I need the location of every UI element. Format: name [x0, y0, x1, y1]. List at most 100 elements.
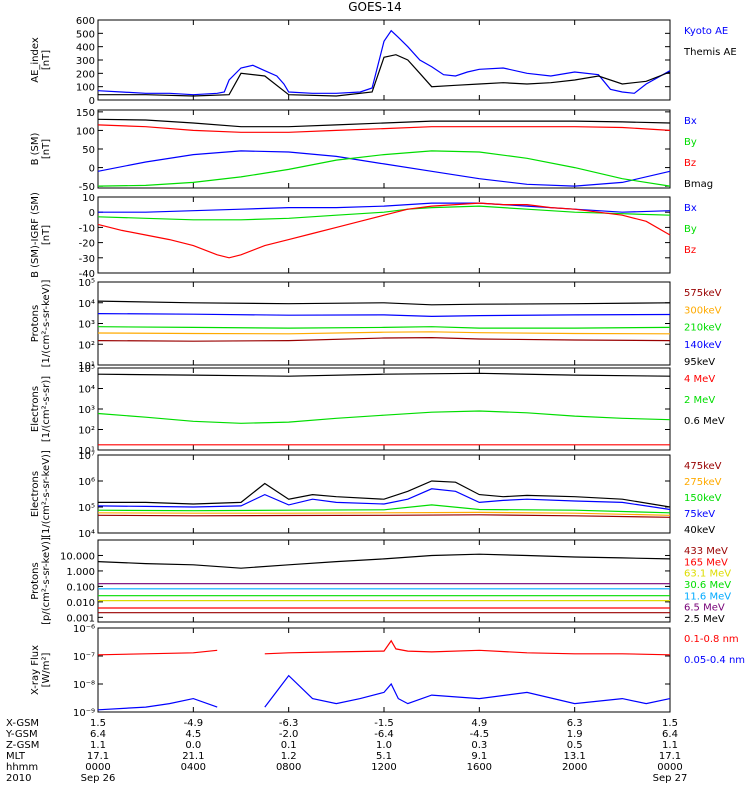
y-axis-label: AE_index: [30, 37, 41, 83]
axis-row-value: 6.4: [662, 729, 678, 740]
series-line-by: [97, 150, 671, 187]
series-line-bmag: [97, 118, 671, 128]
legend-entry: 575keV: [684, 288, 722, 299]
axis-row-label: Z-GSM: [6, 740, 39, 751]
y-tick-label: 10: [82, 193, 95, 204]
series-line-140kev: [97, 313, 671, 318]
axis-row-label: 2010: [6, 773, 31, 784]
axis-row-value: 17.1: [659, 751, 681, 762]
legend-entry: 0.1-0.8 nm: [684, 634, 739, 645]
panel-frame: [97, 196, 671, 274]
legend-entry: By: [684, 224, 697, 235]
panel-frame: [97, 19, 671, 101]
axis-row-value: 0.3: [471, 740, 487, 751]
series-line-2-mev: [97, 410, 671, 424]
axis-row-label: X-GSM: [6, 718, 39, 729]
y-axis-label: X-ray Flux: [30, 645, 41, 695]
legend-entry: 2 MeV: [684, 395, 715, 406]
axis-row-value: 2000: [562, 762, 587, 773]
axis-row-value: 9.1: [471, 751, 487, 762]
axis-row-value: 6.3: [567, 718, 583, 729]
y-tick-label: 10⁻⁸: [73, 680, 95, 691]
y-axis-label: [nT]: [41, 225, 52, 245]
axis-row-value: 21.1: [182, 751, 204, 762]
legend-entry: 95keV: [684, 357, 715, 368]
legend-entry: 0.6 MeV: [684, 416, 725, 427]
y-tick-label: 0: [89, 96, 95, 107]
y-tick-label: 0.001: [66, 613, 95, 624]
legend-entry: Themis AE: [683, 47, 737, 58]
series-line-bz: [97, 124, 671, 133]
legend-entry: 75keV: [684, 509, 715, 520]
y-tick-label: 10⁻⁷: [73, 652, 95, 663]
panel-frame: [97, 281, 671, 366]
y-tick-label: 100: [76, 126, 95, 137]
y-tick-label: 10⁵: [78, 364, 95, 375]
y-axis-label: [1/(cm²-s-sr-keV)]: [41, 280, 52, 368]
y-axis-label: [p/(cm²-s-sr-keV)]: [41, 537, 52, 625]
series-line-475kev: [97, 514, 671, 518]
legend-entry: 433 MeV: [684, 546, 728, 557]
panel-frame: [97, 454, 671, 534]
y-tick-label: 10⁻⁶: [73, 624, 95, 635]
y-tick-label: 0.010: [66, 598, 95, 609]
series-line-300kev: [97, 331, 671, 335]
y-tick-label: 10⁶: [78, 477, 95, 488]
y-tick-label: 100: [76, 83, 95, 94]
axis-row-value: -6.3: [279, 718, 299, 729]
axis-row-value: 5.1: [376, 751, 392, 762]
legend-entry: 0.05-0.4 nm: [684, 655, 745, 666]
legend-entry: By: [684, 137, 697, 148]
axis-row-label: hhmm: [6, 762, 38, 773]
axis-row-value: 0.5: [567, 740, 583, 751]
y-axis-label: [W/m²]: [41, 652, 52, 687]
y-tick-label: 500: [76, 29, 95, 40]
y-tick-label: 10¹: [78, 361, 95, 372]
axis-row-value: 1.0: [376, 740, 392, 751]
series-line-bx: [97, 150, 671, 187]
y-tick-label: 0.100: [66, 582, 95, 593]
y-tick-label: -40: [79, 269, 95, 280]
axis-row-value: 13.1: [564, 751, 586, 762]
series-line-575kev: [97, 336, 671, 342]
y-axis-label: Protons: [30, 562, 41, 599]
axis-row-value: 0800: [276, 762, 301, 773]
axis-row-value: 1200: [371, 762, 396, 773]
panel-frame: [97, 627, 671, 713]
legend-entry: 11.6 MeV: [684, 591, 731, 602]
legend-entry: 40keV: [684, 525, 715, 536]
axis-row-value: 0.0: [185, 740, 201, 751]
axis-row-value: -2.0: [279, 729, 299, 740]
axis-row-value: 0400: [181, 762, 206, 773]
y-axis-label: B (SM)-IGRF (SM): [30, 192, 41, 278]
y-tick-label: 10²: [78, 426, 95, 437]
series-line-275kev: [97, 511, 671, 516]
legend-entry: Kyoto AE: [684, 26, 728, 37]
y-tick-label: -30: [79, 254, 95, 265]
axis-row-value: Sep 26: [81, 773, 116, 784]
legend-entry: 4 MeV: [684, 374, 715, 385]
axis-row-value: 1.5: [662, 718, 678, 729]
series-line-bz: [97, 202, 671, 259]
y-tick-label: -10: [79, 223, 95, 234]
legend-entry: 300keV: [684, 305, 722, 316]
y-tick-label: 150: [76, 108, 95, 119]
legend-entry: Bz: [684, 245, 696, 256]
legend-entry: 210keV: [684, 323, 722, 334]
axis-row-value: Sep 27: [653, 773, 688, 784]
legend-entry: Bx: [684, 203, 697, 214]
series-line-40kev: [98, 480, 671, 508]
axis-row-label: Y-GSM: [5, 729, 38, 740]
y-tick-label: -50: [79, 182, 95, 193]
series-line-75kev: [97, 488, 671, 511]
y-axis-label: [nT]: [41, 139, 52, 159]
y-tick-label: 0: [89, 208, 95, 219]
legend-entry: 6.5 MeV: [684, 603, 725, 614]
series-line-kyoto-ae: [97, 29, 671, 96]
series-line-0-6-mev: [97, 372, 671, 377]
y-tick-label: 10⁴: [78, 529, 95, 540]
y-axis-label: Electrons: [30, 386, 41, 432]
y-tick-label: 0: [89, 164, 95, 175]
y-tick-label: 50: [82, 145, 95, 156]
